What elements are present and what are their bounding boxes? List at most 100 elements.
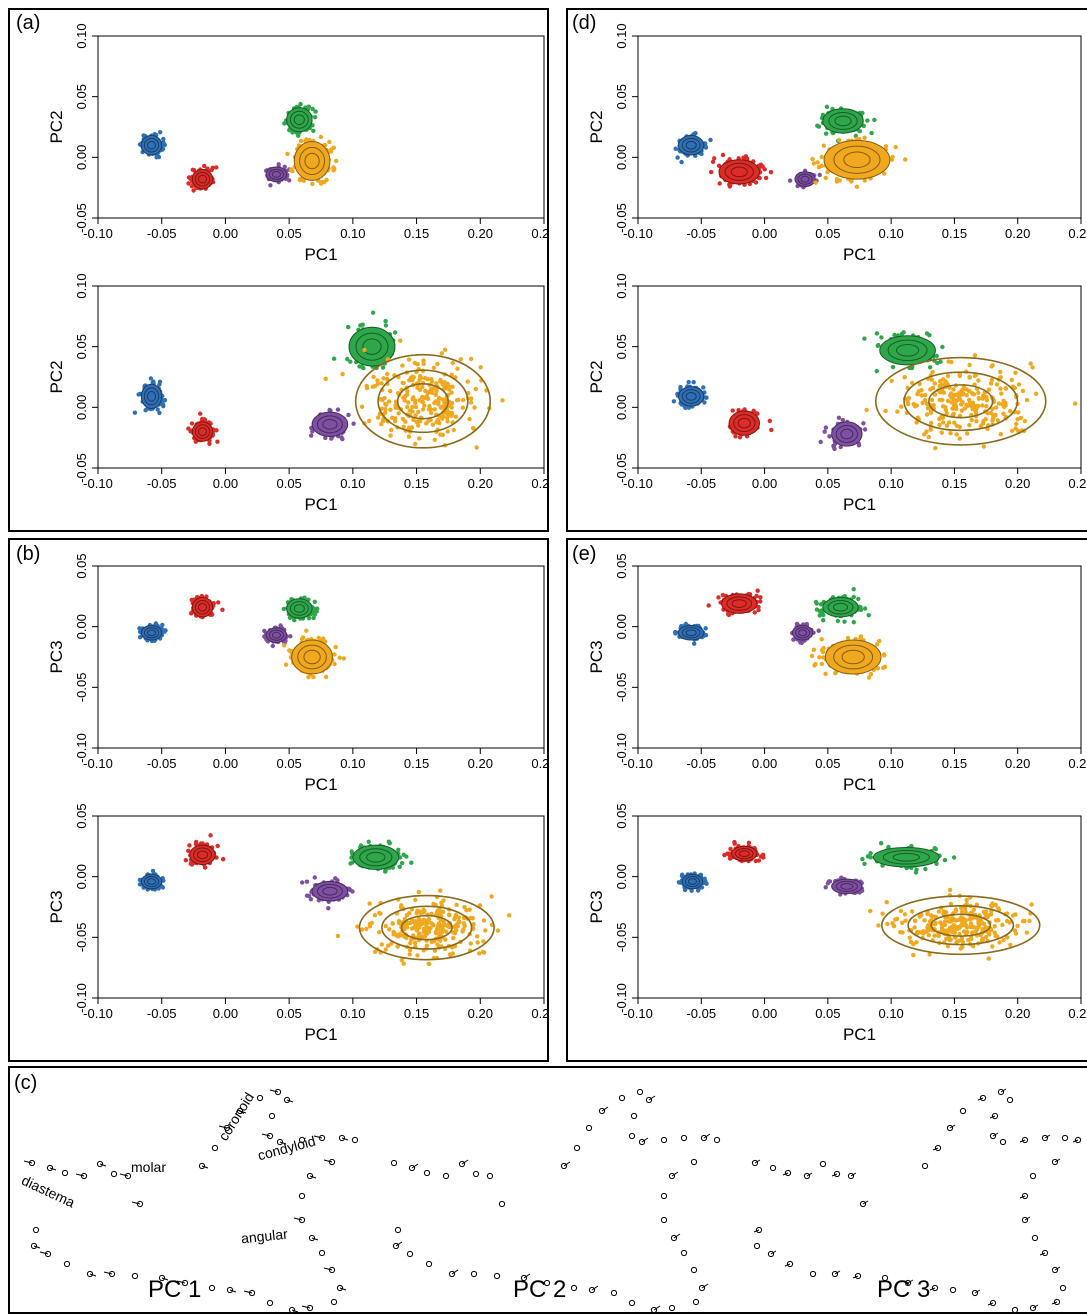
orange-point (954, 423, 960, 428)
x-tick-label: 0.20 (468, 1006, 493, 1021)
density-contour (903, 371, 1019, 432)
blue-point (673, 146, 678, 151)
orange-point (359, 404, 365, 409)
green-point (311, 128, 316, 133)
y-axis-label: PC2 (587, 110, 606, 143)
y-tick-label: 0.00 (614, 395, 629, 420)
orange-point (429, 376, 434, 382)
green-point (345, 356, 350, 362)
orange-point (962, 406, 967, 411)
red-point (210, 612, 215, 617)
density-contour (194, 599, 211, 615)
density-contour (143, 627, 160, 639)
density-contour (396, 382, 449, 420)
orange-point (430, 422, 436, 427)
red-point (769, 427, 774, 433)
orange-point (969, 403, 974, 408)
density-contour (737, 417, 751, 429)
orange-point (331, 165, 336, 170)
panel-b (8, 538, 549, 1062)
orange-point (1028, 361, 1033, 366)
orange-point (893, 144, 898, 150)
orange-point (937, 397, 942, 403)
orange-point (986, 387, 992, 392)
orange-point (417, 436, 422, 441)
density-contour (196, 850, 209, 860)
orange-point (449, 401, 455, 406)
orange-point (438, 432, 443, 437)
x-tick-label: 0.05 (276, 226, 301, 241)
panel-c (8, 1066, 1087, 1314)
density-contour (681, 137, 701, 153)
x-tick-label: -0.05 (147, 476, 177, 491)
orange-point (919, 393, 924, 398)
orange-point (473, 386, 478, 392)
red-point (202, 163, 207, 169)
orange-point (467, 416, 472, 422)
orange-point (424, 421, 429, 426)
green-point (399, 860, 405, 866)
x-tick-label: 0.20 (1005, 226, 1030, 241)
orange-point (1008, 409, 1013, 414)
purple-point (822, 429, 827, 434)
x-tick-label: 0.25 (531, 1006, 550, 1021)
orange-point (854, 184, 860, 189)
orange-point (418, 374, 423, 379)
orange-point (1018, 415, 1024, 421)
density-contour (299, 146, 326, 176)
orange-point (1012, 385, 1017, 391)
y-tick-label: 0.10 (74, 23, 89, 48)
purple-cluster (309, 407, 356, 442)
orange-point (1009, 428, 1015, 433)
purple-cluster (262, 623, 293, 649)
panel-label-e: (e) (572, 543, 597, 565)
red-point (712, 156, 717, 161)
orange-point (928, 427, 933, 432)
orange-point (1002, 400, 1008, 405)
orange-point (928, 420, 934, 426)
orange-point (478, 365, 483, 370)
x-tick-label: 0.25 (531, 756, 550, 771)
orange-point (306, 675, 311, 680)
orange-point (980, 396, 985, 401)
y-tick-label: -0.05 (74, 203, 89, 233)
green-point (370, 310, 376, 315)
green-point (404, 854, 409, 859)
x-tick-label: 0.10 (340, 1006, 365, 1021)
scatter-plot-b-top: -0.10-0.050.000.050.100.150.200.25-0.10-… (47, 553, 550, 794)
red-point (215, 843, 220, 849)
orange-point (375, 415, 381, 420)
blue-point (702, 400, 707, 405)
orange-point (298, 138, 304, 144)
blue-point (148, 376, 154, 381)
density-contour (289, 110, 309, 129)
scatter-plot-a-top: -0.10-0.050.000.050.100.150.200.25-0.050… (47, 23, 550, 264)
y-tick-label: 0.05 (74, 553, 89, 578)
orange-point (906, 396, 911, 401)
green-point (862, 336, 867, 341)
orange-point (447, 387, 452, 392)
orange-point (945, 398, 951, 404)
orange-point (941, 377, 946, 382)
orange-point (442, 347, 448, 352)
density-contour (359, 848, 393, 867)
y-axis-label: PC2 (47, 360, 66, 393)
x-axis-label: PC1 (304, 775, 337, 794)
orange-point (318, 181, 324, 186)
density-contour (843, 151, 871, 169)
blue-cluster (137, 868, 166, 892)
orange-point (435, 361, 440, 367)
density-contour (197, 427, 208, 436)
green-point (290, 130, 295, 135)
y-tick-label: 0.10 (614, 23, 629, 48)
orange-point (454, 398, 460, 403)
orange-point (917, 381, 922, 387)
orange-point (998, 369, 1003, 375)
orange-point (945, 373, 951, 379)
orange-point (393, 405, 398, 410)
x-tick-label: -0.05 (147, 756, 177, 771)
orange-point (976, 378, 981, 383)
orange-point (1016, 382, 1022, 387)
blue-point (160, 402, 166, 407)
green-point (860, 110, 865, 116)
